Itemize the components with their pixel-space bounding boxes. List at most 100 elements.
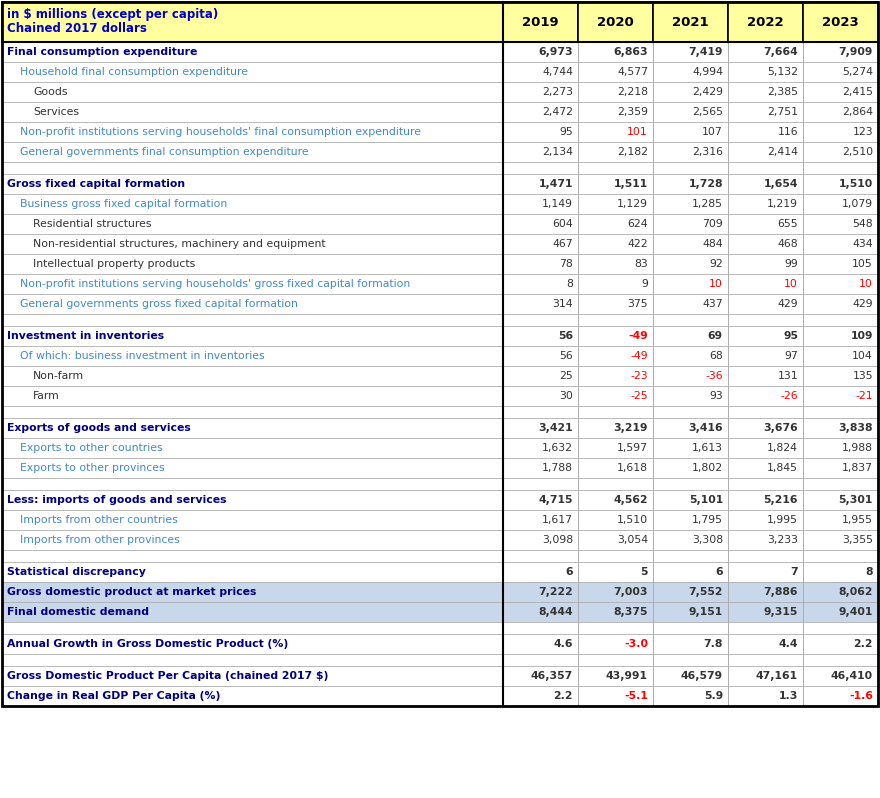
Bar [578,438,653,458]
Bar [503,634,578,654]
Text: 1,728: 1,728 [688,179,723,189]
Bar [728,406,803,418]
Bar [653,582,728,602]
Text: 3,219: 3,219 [613,423,648,433]
Text: -49: -49 [628,331,648,341]
Bar [728,582,803,602]
Bar [2,162,503,174]
Text: 2,751: 2,751 [767,107,798,117]
Text: 7,909: 7,909 [839,47,873,57]
Bar [2,562,503,582]
Bar [653,530,728,550]
Bar [653,366,728,386]
Bar [728,562,803,582]
Bar [2,214,503,234]
Bar [653,418,728,438]
Text: 1,079: 1,079 [842,199,873,209]
Text: 3,308: 3,308 [692,535,723,545]
Text: 9,401: 9,401 [839,607,873,617]
Bar [2,314,503,326]
Bar [578,2,653,42]
Bar [728,510,803,530]
Text: 5.9: 5.9 [704,691,723,701]
Text: 95: 95 [783,331,798,341]
Bar [653,122,728,142]
Text: 1,995: 1,995 [767,515,798,525]
Bar [2,326,503,346]
Text: 2,134: 2,134 [542,147,573,157]
Text: 655: 655 [777,219,798,229]
Bar [2,634,503,654]
Bar [803,406,878,418]
Bar [578,406,653,418]
Bar [728,550,803,562]
Text: 2,273: 2,273 [542,87,573,97]
Text: 5,274: 5,274 [842,67,873,77]
Bar [2,42,503,62]
Bar [803,162,878,174]
Text: 92: 92 [709,259,723,269]
Bar [2,478,503,490]
Bar [803,346,878,366]
Bar [728,478,803,490]
Text: Less: imports of goods and services: Less: imports of goods and services [7,495,226,505]
Text: 78: 78 [560,259,573,269]
Text: 1,129: 1,129 [617,199,648,209]
Text: 604: 604 [553,219,573,229]
Text: 4.6: 4.6 [554,639,573,649]
Text: Non-profit institutions serving households' gross fixed capital formation: Non-profit institutions serving househol… [20,279,410,289]
Text: 624: 624 [627,219,648,229]
Bar [803,62,878,82]
Text: 105: 105 [852,259,873,269]
Text: 1.3: 1.3 [779,691,798,701]
Bar [803,510,878,530]
Text: 7,222: 7,222 [539,587,573,597]
Bar [728,418,803,438]
Text: 83: 83 [634,259,648,269]
Text: 3,054: 3,054 [617,535,648,545]
Bar [728,654,803,666]
Text: 1,837: 1,837 [842,463,873,473]
Bar [653,654,728,666]
Bar [728,2,803,42]
Text: 5,216: 5,216 [764,495,798,505]
Text: -5.1: -5.1 [624,691,648,701]
Bar [578,418,653,438]
Text: General governments final consumption expenditure: General governments final consumption ex… [20,147,309,157]
Bar [803,122,878,142]
Text: Gross Domestic Product Per Capita (chained 2017 $): Gross Domestic Product Per Capita (chain… [7,671,328,681]
Bar [2,234,503,254]
Bar [803,622,878,634]
Bar [728,122,803,142]
Text: Of which: business investment in inventories: Of which: business investment in invento… [20,351,265,361]
Text: 109: 109 [850,331,873,341]
Bar [578,550,653,562]
Bar [578,174,653,194]
Bar [2,62,503,82]
Bar [728,438,803,458]
Text: 2,510: 2,510 [842,147,873,157]
Bar [803,550,878,562]
Text: 429: 429 [853,299,873,309]
Bar [2,510,503,530]
Text: Goods: Goods [33,87,68,97]
Bar [728,314,803,326]
Bar [578,42,653,62]
Text: -49: -49 [630,351,648,361]
Text: Change in Real GDP Per Capita (%): Change in Real GDP Per Capita (%) [7,691,220,701]
Text: 135: 135 [853,371,873,381]
Bar [2,666,503,686]
Bar [578,634,653,654]
Bar [653,406,728,418]
Text: 1,471: 1,471 [539,179,573,189]
Text: Chained 2017 dollars: Chained 2017 dollars [7,22,147,35]
Bar [803,418,878,438]
Text: 1,824: 1,824 [767,443,798,453]
Bar [2,418,503,438]
Text: 2.2: 2.2 [554,691,573,701]
Bar [653,478,728,490]
Bar [803,294,878,314]
Text: 56: 56 [560,351,573,361]
Text: 1,219: 1,219 [767,199,798,209]
Text: 5,101: 5,101 [689,495,723,505]
